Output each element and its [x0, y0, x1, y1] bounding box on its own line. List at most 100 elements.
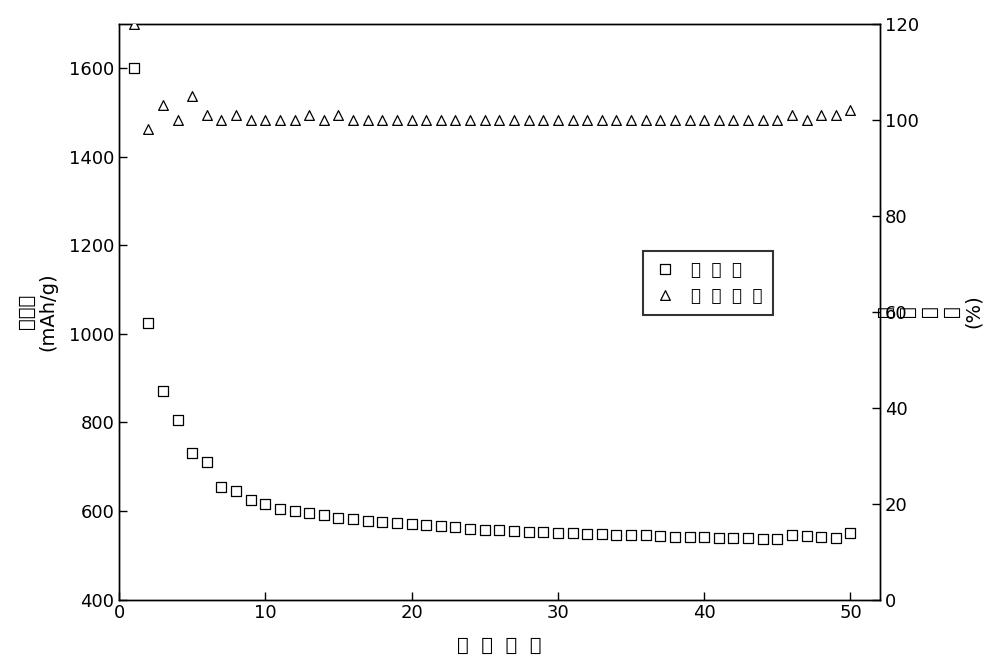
Y-axis label: 库
伦
效
率
(%): 库 伦 效 率 (%)	[876, 295, 983, 329]
比  容  量	[842, 528, 858, 538]
比  容  量	[199, 457, 215, 468]
库  伦  效  率	[652, 114, 668, 125]
比  容  量	[813, 532, 829, 542]
比  容  量	[711, 532, 727, 543]
库  伦  效  率	[330, 110, 346, 120]
库  伦  效  率	[243, 114, 259, 125]
库  伦  效  率	[257, 114, 273, 125]
Y-axis label: 比容量
(mAh/g): 比容量 (mAh/g)	[17, 272, 58, 351]
库  伦  效  率	[725, 114, 741, 125]
比  容  量	[682, 532, 698, 542]
库  伦  效  率	[535, 114, 551, 125]
比  容  量	[301, 508, 317, 519]
比  容  量	[521, 526, 537, 537]
库  伦  效  率	[287, 114, 303, 125]
比  容  量	[447, 522, 463, 533]
库  伦  效  率	[506, 114, 522, 125]
比  容  量	[213, 481, 229, 492]
比  容  量	[638, 530, 654, 541]
X-axis label: 循  环  序  号: 循 环 序 号	[457, 636, 542, 655]
库  伦  效  率	[477, 114, 493, 125]
库  伦  效  率	[565, 114, 581, 125]
库  伦  效  率	[213, 114, 229, 125]
比  容  量	[257, 499, 273, 509]
比  容  量	[608, 530, 624, 540]
库  伦  效  率	[301, 110, 317, 120]
库  伦  效  率	[140, 124, 156, 134]
Legend: 比  容  量, 库  伦  效  率: 比 容 量, 库 伦 效 率	[643, 251, 773, 315]
比  容  量	[126, 62, 142, 73]
库  伦  效  率	[199, 110, 215, 120]
库  伦  效  率	[740, 114, 756, 125]
库  伦  效  率	[491, 114, 507, 125]
比  容  量	[579, 529, 595, 540]
比  容  量	[228, 486, 244, 497]
比  容  量	[330, 512, 346, 523]
比  容  量	[345, 513, 361, 524]
库  伦  效  率	[579, 114, 595, 125]
库  伦  效  率	[769, 114, 785, 125]
库  伦  效  率	[462, 114, 478, 125]
库  伦  效  率	[360, 114, 376, 125]
比  容  量	[243, 495, 259, 505]
比  容  量	[740, 533, 756, 544]
比  容  量	[374, 517, 390, 528]
库  伦  效  率	[447, 114, 463, 125]
比  容  量	[140, 317, 156, 328]
库  伦  效  率	[550, 114, 566, 125]
库  伦  效  率	[404, 114, 420, 125]
库  伦  效  率	[155, 100, 171, 111]
库  伦  效  率	[184, 90, 200, 101]
比  容  量	[170, 415, 186, 425]
比  容  量	[433, 521, 449, 532]
库  伦  效  率	[418, 114, 434, 125]
库  伦  效  率	[755, 114, 771, 125]
比  容  量	[477, 524, 493, 535]
比  容  量	[535, 527, 551, 538]
比  容  量	[550, 528, 566, 538]
比  容  量	[404, 519, 420, 530]
库  伦  效  率	[594, 114, 610, 125]
库  伦  效  率	[828, 110, 844, 120]
库  伦  效  率	[608, 114, 624, 125]
库  伦  效  率	[667, 114, 683, 125]
库  伦  效  率	[799, 114, 815, 125]
库  伦  效  率	[842, 105, 858, 116]
库  伦  效  率	[638, 114, 654, 125]
库  伦  效  率	[374, 114, 390, 125]
比  容  量	[652, 531, 668, 542]
比  容  量	[272, 503, 288, 514]
比  容  量	[667, 532, 683, 542]
库  伦  效  率	[316, 114, 332, 125]
库  伦  效  率	[682, 114, 698, 125]
比  容  量	[316, 510, 332, 521]
库  伦  效  率	[170, 114, 186, 125]
比  容  量	[155, 386, 171, 396]
库  伦  效  率	[696, 114, 712, 125]
库  伦  效  率	[711, 114, 727, 125]
比  容  量	[491, 525, 507, 536]
比  容  量	[418, 519, 434, 530]
比  容  量	[506, 526, 522, 536]
比  容  量	[623, 530, 639, 541]
比  容  量	[565, 528, 581, 538]
库  伦  效  率	[433, 114, 449, 125]
库  伦  效  率	[126, 18, 142, 29]
比  容  量	[725, 532, 741, 543]
比  容  量	[696, 532, 712, 542]
比  容  量	[389, 518, 405, 529]
比  容  量	[462, 523, 478, 534]
比  容  量	[755, 534, 771, 544]
库  伦  效  率	[272, 114, 288, 125]
比  容  量	[594, 529, 610, 540]
库  伦  效  率	[784, 110, 800, 120]
比  容  量	[287, 505, 303, 516]
库  伦  效  率	[813, 110, 829, 120]
库  伦  效  率	[345, 114, 361, 125]
比  容  量	[828, 532, 844, 543]
库  伦  效  率	[228, 110, 244, 120]
比  容  量	[799, 531, 815, 542]
库  伦  效  率	[389, 114, 405, 125]
比  容  量	[784, 530, 800, 541]
库  伦  效  率	[521, 114, 537, 125]
